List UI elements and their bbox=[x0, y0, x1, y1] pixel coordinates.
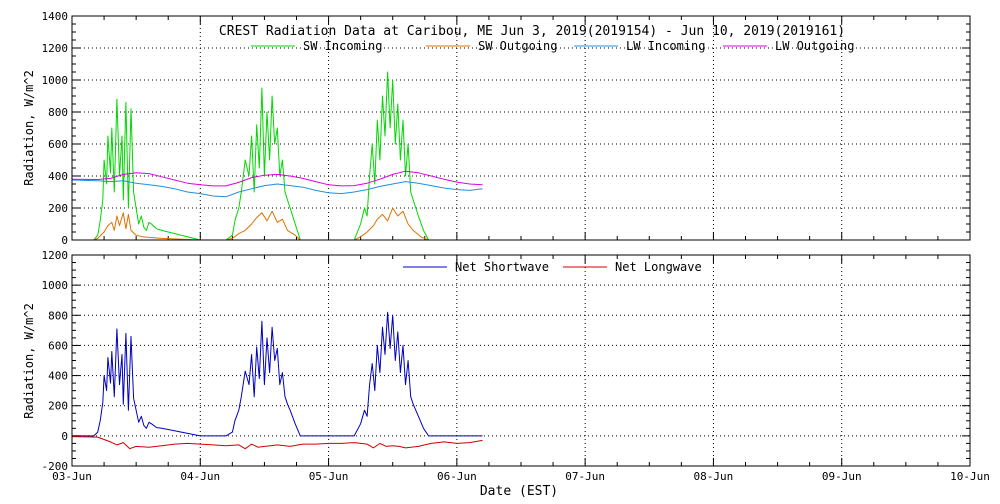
x-tick-label: 05-Jun bbox=[309, 470, 349, 483]
y-tick-label: 1000 bbox=[42, 279, 69, 292]
bottom-panel-series bbox=[71, 311, 483, 450]
y-tick-label: 200 bbox=[48, 400, 68, 413]
chart-title: CREST Radiation Data at Caribou, ME Jun … bbox=[219, 24, 845, 39]
y-tick-label: 1000 bbox=[42, 74, 69, 87]
y-tick-label: 0 bbox=[61, 430, 68, 443]
x-tick-label: 08-Jun bbox=[694, 470, 734, 483]
y-tick-label: 1200 bbox=[42, 42, 69, 55]
legend-label: Net Shortwave bbox=[455, 260, 549, 274]
top-panel-series bbox=[71, 71, 483, 241]
top-panel: 0 200 400 600 800 1000 1200 1400 CREST Radiatio… bbox=[22, 10, 971, 247]
series-line-lw-incoming bbox=[71, 179, 483, 198]
series-line-lw-outgoing bbox=[71, 170, 483, 187]
bottom-panel-y-axis-label: Radiation, W/m^2 bbox=[22, 303, 36, 419]
x-tick-label: 09-Jun bbox=[822, 470, 862, 483]
top-panel-ticks bbox=[71, 15, 971, 241]
y-tick-label: 1200 bbox=[42, 249, 69, 262]
bottom-panel-legend: Net Shortwave Net Longwave bbox=[403, 260, 702, 274]
x-tick-label: 06-Jun bbox=[437, 470, 477, 483]
y-tick-label: 600 bbox=[48, 339, 68, 352]
series-line-net-longwave bbox=[71, 436, 483, 450]
top-panel-y-tick-labels: 0 200 400 600 800 1000 1200 1400 bbox=[42, 10, 69, 247]
y-tick-label: 800 bbox=[48, 309, 68, 322]
bottom-panel-grid bbox=[72, 255, 970, 466]
y-tick-label: 600 bbox=[48, 138, 68, 151]
series-line-sw-incoming bbox=[72, 71, 483, 241]
y-tick-label: 200 bbox=[48, 202, 68, 215]
series-line-sw-outgoing bbox=[72, 207, 483, 241]
y-tick-label: -200 bbox=[42, 460, 69, 473]
top-panel-frame bbox=[71, 15, 971, 241]
bottom-panel-frame bbox=[71, 254, 971, 467]
bottom-panel-x-tick-labels: 03-Jun 04-Jun 05-Jun 06-Jun 07-Jun 08-Jun 09-J… bbox=[52, 470, 990, 483]
legend-label: LW Outgoing bbox=[775, 39, 854, 53]
top-panel-y-axis-label: Radiation, W/m^2 bbox=[22, 70, 36, 186]
y-tick-label: 400 bbox=[48, 370, 68, 383]
legend-label: LW Incoming bbox=[626, 39, 705, 53]
legend-label: SW Outgoing bbox=[478, 39, 557, 53]
y-tick-label: 800 bbox=[48, 106, 68, 119]
x-tick-label: 07-Jun bbox=[565, 470, 605, 483]
y-tick-label: 1400 bbox=[42, 10, 69, 23]
x-axis-label: Date (EST) bbox=[480, 484, 558, 499]
legend-label: Net Longwave bbox=[615, 260, 702, 274]
series-line-net-shortwave bbox=[72, 311, 483, 437]
x-tick-label: 10-Jun bbox=[950, 470, 990, 483]
x-tick-label: 03-Jun bbox=[52, 470, 92, 483]
x-tick-label: 04-Jun bbox=[180, 470, 220, 483]
legend-label: SW Incoming bbox=[303, 39, 382, 53]
bottom-panel-y-tick-labels: -200 0 200 400 600 800 1000 1200 bbox=[42, 249, 69, 473]
y-tick-label: 400 bbox=[48, 170, 68, 183]
bottom-panel: -200 0 200 400 600 800 1000 1200 03-Jun 04-Jun 05… bbox=[22, 249, 990, 499]
y-tick-label: 0 bbox=[61, 234, 68, 247]
top-panel-grid bbox=[72, 16, 970, 240]
top-panel-legend: SW Incoming SW Outgoing LW Incoming LW Outg… bbox=[251, 39, 854, 53]
